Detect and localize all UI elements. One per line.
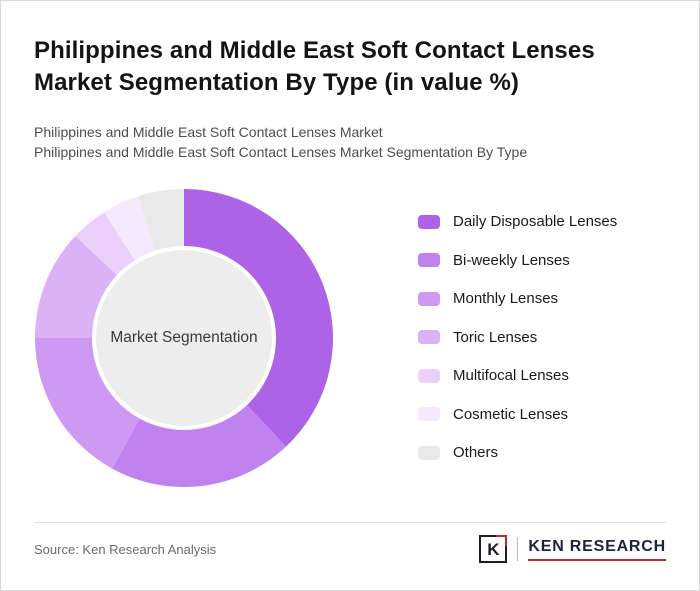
logo-k-letter: K — [487, 539, 500, 559]
legend-swatch — [418, 445, 440, 460]
donut-slice-5 — [104, 196, 156, 261]
donut-slice-1 — [112, 405, 286, 488]
donut-chart: Market Segmentation — [34, 188, 334, 488]
logo-wordmark: KEN RESEARCH — [528, 538, 666, 561]
subtitle-market: Philippines and Middle East Soft Contact… — [34, 124, 383, 141]
chart-area: Market Segmentation Daily Disposable Len… — [34, 188, 666, 488]
legend-swatch — [418, 368, 440, 383]
donut-slice-4 — [75, 212, 135, 276]
legend-item: Daily Disposable Lenses — [418, 213, 618, 231]
subtitles: Philippines and Middle East Soft Contact… — [34, 122, 666, 162]
donut-hole — [96, 250, 272, 427]
logo-separator — [517, 537, 519, 561]
legend: Daily Disposable Lenses Bi-weekly Lenses M… — [418, 188, 617, 484]
legend-swatch — [418, 330, 440, 345]
legend-label: Multifocal Lenses — [453, 367, 569, 385]
footer: Source: Ken Research Analysis K KEN RESE… — [34, 522, 666, 563]
ken-research-logo: K KEN RESEARCH — [479, 535, 666, 563]
footer-divider — [34, 522, 666, 523]
legend-item: Toric Lenses — [418, 328, 617, 346]
legend-label: Daily Disposable Lenses — [453, 213, 618, 231]
legend-swatch — [418, 291, 440, 306]
donut-slice-0 — [184, 189, 334, 447]
legend-item: Bi-weekly Lenses — [418, 251, 617, 269]
legend-label: Others — [453, 444, 499, 462]
source-text: Source: Ken Research Analysis — [34, 541, 217, 557]
legend-swatch — [418, 253, 440, 268]
donut-slice-3 — [35, 236, 117, 339]
legend-item: Multifocal Lenses — [418, 367, 617, 385]
legend-item: Monthly Lenses — [418, 290, 617, 308]
legend-item: Others — [418, 444, 617, 462]
legend-swatch — [418, 407, 440, 422]
legend-label: Cosmetic Lenses — [453, 405, 569, 423]
donut-slice-2 — [35, 338, 140, 469]
donut-svg — [35, 189, 334, 488]
donut-slice-6 — [137, 189, 184, 251]
logo-k-icon: K — [479, 535, 508, 563]
legend-item: Cosmetic Lenses — [418, 405, 617, 423]
legend-label: Toric Lenses — [453, 328, 538, 346]
legend-swatch — [418, 214, 440, 229]
page-title: Philippines and Middle East Soft Contact… — [34, 37, 595, 96]
donut-center-label: Market Segmentation — [110, 329, 258, 347]
legend-label: Bi-weekly Lenses — [453, 251, 570, 269]
legend-label: Monthly Lenses — [453, 290, 559, 308]
subtitle-segmentation: Philippines and Middle East Soft Contact… — [34, 144, 528, 161]
